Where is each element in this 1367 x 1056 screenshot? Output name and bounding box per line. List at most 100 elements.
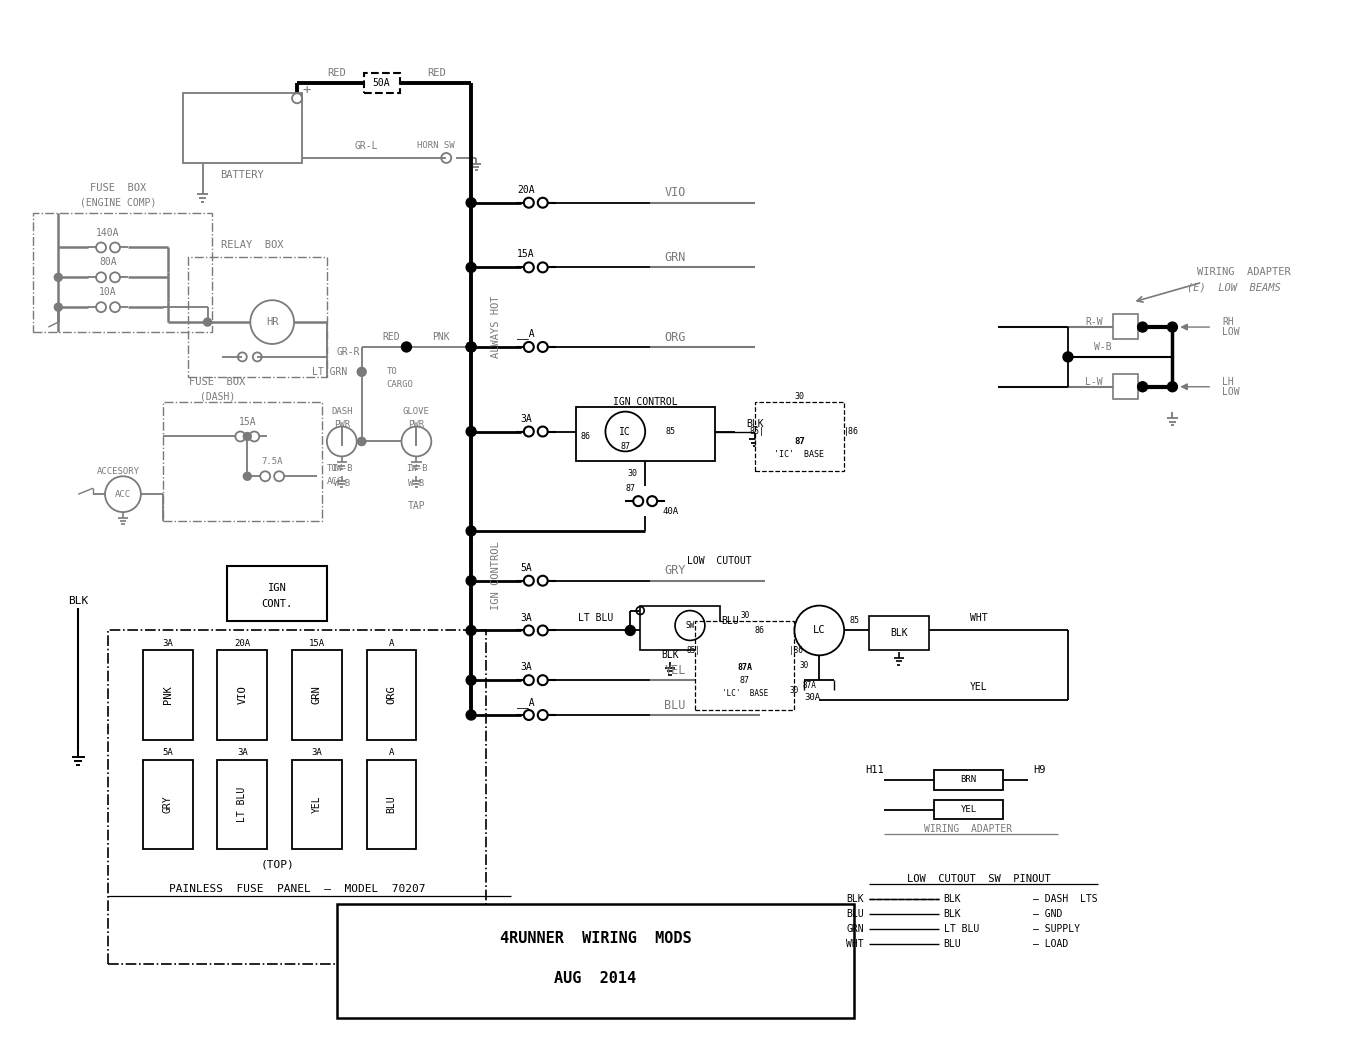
Text: GR-L: GR-L (355, 142, 379, 151)
Text: ACC: ACC (327, 476, 343, 486)
Circle shape (466, 526, 476, 536)
Text: YEL: YEL (969, 682, 987, 692)
Circle shape (466, 625, 476, 636)
Circle shape (466, 427, 476, 436)
Text: BLK: BLK (943, 909, 961, 919)
Text: SW: SW (685, 621, 694, 630)
Text: BLU: BLU (664, 699, 686, 712)
Text: 3A: 3A (163, 639, 174, 648)
Text: FUSE  BOX: FUSE BOX (190, 377, 246, 386)
Text: IGN CONTROL: IGN CONTROL (491, 542, 500, 610)
Text: RED: RED (383, 332, 401, 342)
Text: — GND: — GND (1033, 909, 1062, 919)
Text: 5A: 5A (163, 749, 174, 757)
Bar (1113, 314, 1137, 339)
Text: 15A: 15A (238, 416, 256, 427)
Text: 20A: 20A (517, 185, 534, 194)
Text: FUSE  BOX: FUSE BOX (90, 183, 146, 193)
Text: 87A: 87A (737, 663, 752, 672)
Bar (293, 650, 342, 740)
Text: LT BLU: LT BLU (238, 787, 247, 823)
Bar (163, 401, 321, 521)
Bar (217, 759, 267, 849)
Bar (187, 258, 327, 377)
Circle shape (1137, 322, 1147, 332)
Circle shape (466, 675, 476, 685)
Text: 140A: 140A (96, 227, 120, 238)
Bar (934, 799, 1003, 819)
Text: LH: LH (1222, 377, 1234, 386)
Bar (144, 759, 193, 849)
Text: 30: 30 (794, 392, 804, 401)
Text: RH: RH (1222, 317, 1234, 327)
Text: W-B: W-B (334, 478, 350, 488)
Text: 86: 86 (755, 626, 764, 635)
Text: LOW: LOW (1222, 386, 1240, 397)
Text: 85: 85 (849, 616, 858, 625)
Text: PNK: PNK (432, 332, 450, 342)
Text: __A: __A (517, 697, 534, 708)
Text: IC: IC (619, 427, 632, 436)
Text: LT GRN: LT GRN (312, 366, 347, 377)
Text: WIRING  ADAPTER: WIRING ADAPTER (924, 825, 1013, 834)
Text: 5A: 5A (519, 563, 532, 572)
Text: ALWAYS HOT: ALWAYS HOT (491, 296, 500, 358)
Text: PNK: PNK (163, 685, 172, 704)
Text: PWR: PWR (409, 420, 425, 429)
Text: TO: TO (387, 367, 398, 376)
Text: VIO: VIO (664, 186, 686, 200)
Text: ORG: ORG (387, 685, 396, 704)
Text: 85|: 85| (749, 427, 764, 436)
Text: IGN CONTROL: IGN CONTROL (612, 397, 678, 407)
Text: 10A: 10A (100, 287, 116, 297)
Bar (108, 630, 487, 964)
Text: WHT: WHT (969, 612, 987, 623)
Text: IW-B: IW-B (331, 464, 353, 473)
Text: BATTERY: BATTERY (220, 170, 264, 180)
Text: 87: 87 (794, 437, 805, 446)
Text: 30A: 30A (804, 693, 820, 701)
Text: 85: 85 (666, 427, 675, 436)
Text: 80A: 80A (100, 258, 116, 267)
Text: R-W: R-W (1085, 317, 1103, 327)
Text: (TOP): (TOP) (260, 860, 294, 869)
Text: YEL: YEL (664, 664, 686, 677)
Text: W-B: W-B (1094, 342, 1111, 352)
Circle shape (1167, 382, 1177, 392)
Text: 50A: 50A (373, 78, 391, 89)
Text: __A: __A (517, 328, 534, 339)
Text: A: A (388, 749, 394, 757)
Text: GRN: GRN (664, 251, 686, 264)
Circle shape (466, 262, 476, 272)
Text: DASH: DASH (331, 408, 353, 416)
Text: LOW: LOW (1222, 327, 1240, 337)
Text: WIRING  ADAPTER: WIRING ADAPTER (1197, 267, 1290, 278)
Text: 20A: 20A (234, 639, 250, 648)
Text: 7.5A: 7.5A (261, 457, 283, 466)
Text: 87: 87 (740, 676, 749, 684)
Text: — SUPPLY: — SUPPLY (1033, 924, 1080, 934)
Circle shape (55, 303, 63, 312)
Text: ACC: ACC (115, 490, 131, 498)
Text: RED: RED (427, 69, 446, 78)
Text: +: + (303, 83, 312, 97)
Bar (336, 904, 854, 1018)
Text: GRY: GRY (163, 796, 172, 813)
Text: 3A: 3A (312, 749, 323, 757)
Text: 87: 87 (621, 441, 630, 451)
Bar (694, 621, 794, 710)
Text: 15A: 15A (517, 249, 534, 260)
Text: — LOAD: — LOAD (1033, 939, 1069, 948)
Bar (869, 616, 928, 650)
Text: AUG  2014: AUG 2014 (555, 972, 637, 986)
Text: BLK: BLK (68, 596, 89, 605)
Text: LOW  CUTOUT  SW  PINOUT: LOW CUTOUT SW PINOUT (906, 874, 1050, 884)
Text: H11: H11 (865, 765, 884, 775)
Text: CONT.: CONT. (261, 599, 293, 608)
Bar (366, 650, 417, 740)
Text: BLU: BLU (943, 939, 961, 948)
Text: YEL: YEL (312, 796, 323, 813)
Text: 'LC'  BASE: 'LC' BASE (722, 689, 768, 698)
Text: 86: 86 (581, 432, 591, 441)
Text: L-W: L-W (1085, 377, 1103, 386)
